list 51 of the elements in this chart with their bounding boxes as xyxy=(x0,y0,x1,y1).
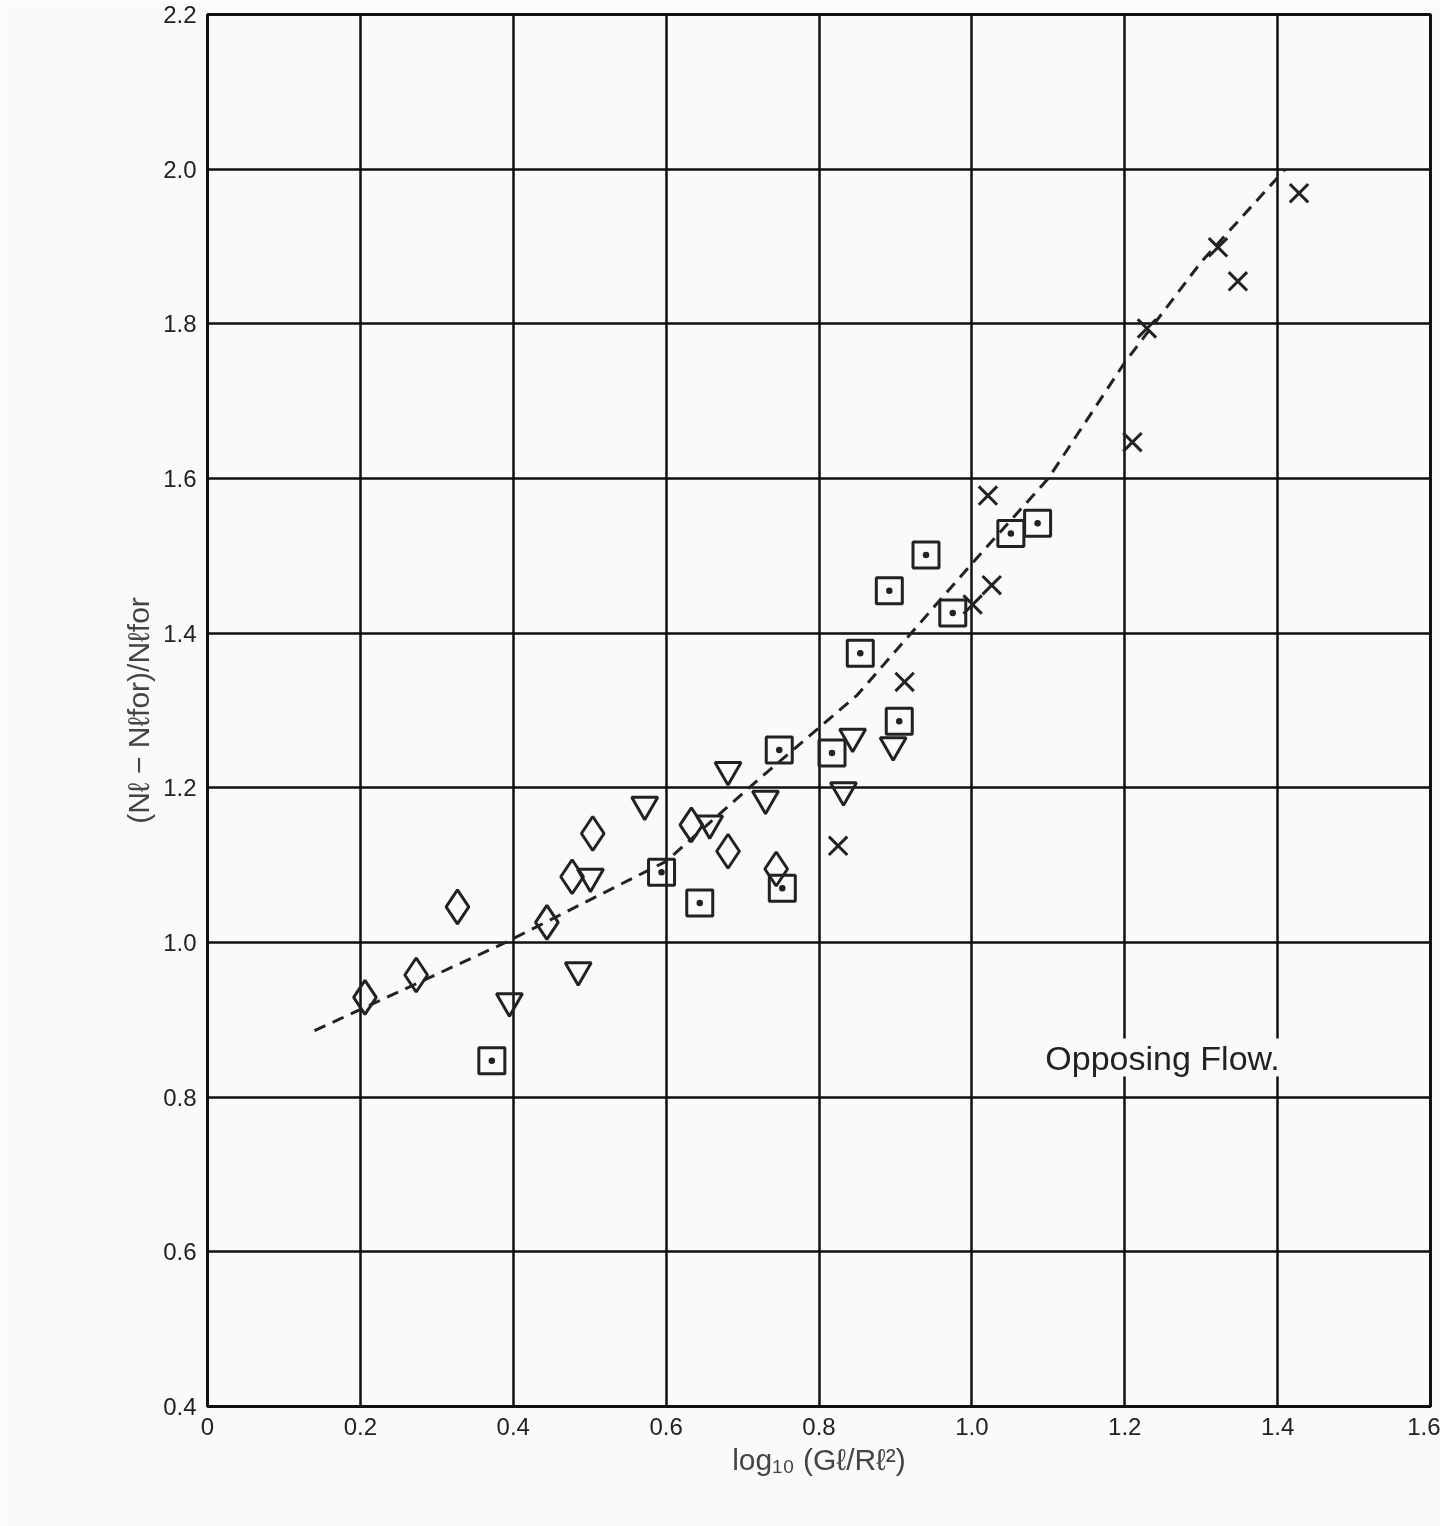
point xyxy=(1136,317,1158,340)
x-tick-label: 1.6 xyxy=(1407,1412,1440,1440)
point xyxy=(996,518,1026,548)
line-series xyxy=(313,167,1287,1033)
point xyxy=(1023,508,1053,538)
point xyxy=(579,814,606,852)
point xyxy=(678,806,705,844)
point xyxy=(911,540,941,570)
y-tick-label: 1.2 xyxy=(163,774,197,802)
point xyxy=(1227,270,1249,292)
x-tick-label: 0.8 xyxy=(802,1412,836,1440)
annotation: Opposing Flow. xyxy=(1045,1038,1280,1077)
y-tick-label: 1.6 xyxy=(163,465,197,492)
y-tick-label: 1.0 xyxy=(163,929,197,956)
point xyxy=(977,484,999,507)
point xyxy=(827,835,849,857)
point xyxy=(763,850,790,888)
y-tick-label: 2.0 xyxy=(163,155,197,183)
point xyxy=(647,857,677,887)
y-tick-label: 1.8 xyxy=(163,310,197,338)
point xyxy=(845,638,875,668)
point xyxy=(767,873,797,903)
point xyxy=(961,593,984,616)
x-tick-label: 0.2 xyxy=(343,1412,378,1440)
point xyxy=(1207,236,1229,258)
point xyxy=(764,735,794,765)
x-tick-label: 1.0 xyxy=(955,1412,989,1440)
point xyxy=(874,576,904,606)
point xyxy=(817,738,847,768)
y-axis-title: (Nℓ − Nℓfor)/Nℓfor xyxy=(122,597,156,824)
point xyxy=(685,888,715,918)
y-tick-label: 1.4 xyxy=(163,619,197,647)
y-tick-label: 2.2 xyxy=(163,1,197,28)
x-tick-label: 0.6 xyxy=(649,1412,683,1440)
x-axis-title: log₁₀ (Gℓ/Rℓ²) xyxy=(732,1442,906,1476)
point xyxy=(981,574,1003,596)
point xyxy=(884,706,914,736)
x-tick-label: 1.2 xyxy=(1108,1412,1142,1440)
x-tick-label: 1.4 xyxy=(1260,1412,1295,1440)
point xyxy=(938,598,968,628)
y-tick-label: 0.8 xyxy=(163,1083,197,1111)
x-tick-label: 0 xyxy=(200,1412,215,1440)
point xyxy=(477,1046,507,1076)
point xyxy=(444,888,471,926)
x-tick-label: 0.4 xyxy=(496,1412,530,1440)
point xyxy=(1121,431,1144,453)
y-tick-label: 0.6 xyxy=(163,1238,197,1266)
point xyxy=(893,671,916,693)
y-tick-label: 0.4 xyxy=(163,1393,197,1420)
point xyxy=(403,956,430,994)
point xyxy=(1288,182,1310,204)
